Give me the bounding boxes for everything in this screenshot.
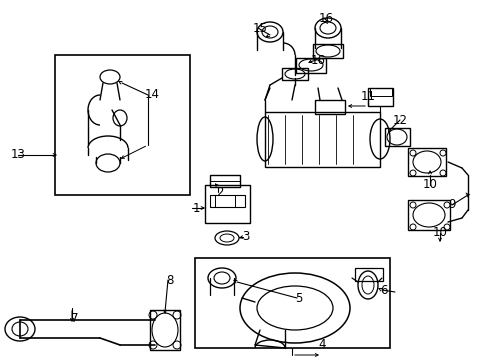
Bar — [55, 55, 190, 195]
Bar — [369, 88, 391, 96]
Bar — [264, 112, 379, 167]
Text: 10: 10 — [422, 179, 437, 192]
Text: 1: 1 — [192, 202, 199, 215]
Bar — [150, 310, 180, 350]
Text: 16: 16 — [310, 54, 325, 67]
Bar — [209, 175, 240, 187]
Text: 8: 8 — [166, 274, 173, 287]
Bar — [195, 258, 389, 348]
Text: 16: 16 — [318, 12, 333, 24]
Text: 12: 12 — [392, 113, 407, 126]
Bar — [314, 100, 345, 114]
Text: 9: 9 — [447, 198, 455, 211]
Bar — [204, 185, 249, 223]
Bar — [282, 68, 307, 80]
Text: 13: 13 — [11, 148, 25, 162]
Text: 5: 5 — [295, 292, 302, 305]
Bar — [312, 44, 342, 58]
Text: 10: 10 — [432, 226, 447, 239]
Text: 11: 11 — [360, 90, 375, 104]
Bar — [295, 58, 325, 73]
Bar — [354, 268, 382, 281]
Bar — [407, 200, 449, 230]
Text: 15: 15 — [252, 22, 267, 35]
Text: 4: 4 — [318, 338, 325, 351]
Bar — [209, 195, 244, 207]
Text: 6: 6 — [380, 284, 387, 297]
Bar — [384, 128, 409, 146]
Bar — [407, 148, 445, 176]
Text: 14: 14 — [144, 89, 159, 102]
Text: 3: 3 — [242, 230, 249, 243]
Text: 2: 2 — [216, 185, 224, 198]
Text: 7: 7 — [71, 311, 79, 324]
Bar — [367, 88, 392, 106]
